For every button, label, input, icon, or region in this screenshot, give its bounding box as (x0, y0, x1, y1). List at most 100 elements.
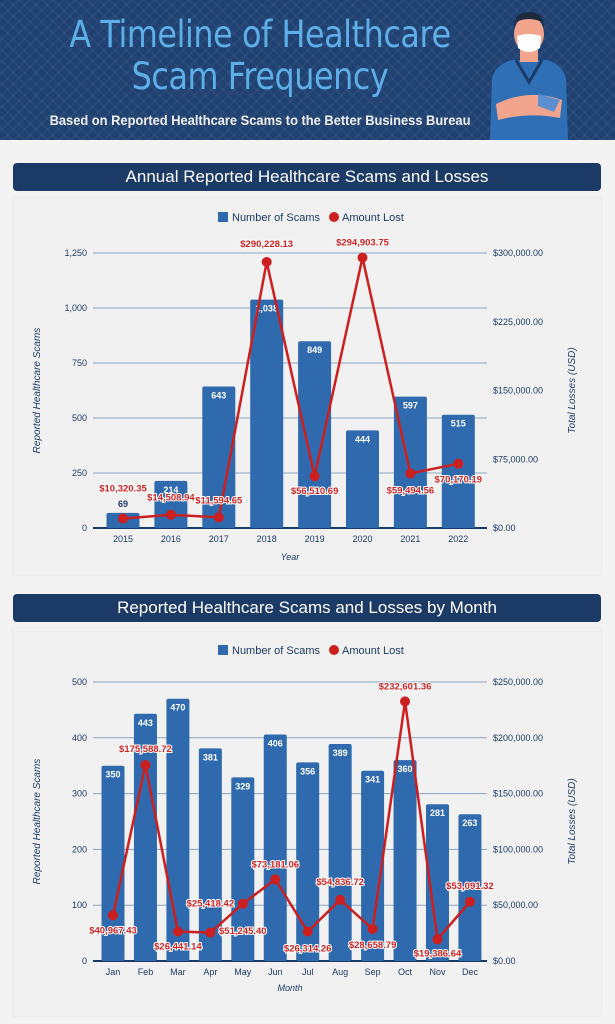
x-tick-label: 2018 (257, 534, 277, 544)
x-tick-label: 2017 (209, 534, 229, 544)
bar-2022 (441, 414, 475, 528)
y-right-tick-label: $0.00 (493, 523, 516, 533)
amount-label: $26,441.14 (154, 941, 202, 952)
legend-label-scams: Number of Scams (232, 212, 321, 224)
amount-label: $25,418.42 (187, 899, 235, 910)
legend-bar-swatch (218, 645, 228, 655)
bar-2017 (202, 386, 236, 528)
y-tick-label: 300 (72, 789, 87, 799)
y-tick-label: 250 (72, 468, 87, 478)
x-axis-title: Month (277, 983, 302, 993)
x-tick-label: 2021 (400, 534, 420, 544)
amount-label: $70,170.19 (435, 475, 483, 486)
amount-point-Jan (108, 910, 118, 921)
x-tick-label: Aug (332, 967, 348, 977)
amount-label: $40,967.43 (89, 925, 137, 936)
y-tick-label: 100 (72, 900, 87, 910)
legend-label-amount: Amount Lost (342, 645, 404, 657)
y-right-tick-label: $200,000.00 (493, 733, 543, 743)
bar-Oct (393, 760, 417, 961)
x-tick-label: May (234, 967, 252, 977)
legend-label-scams: Number of Scams (232, 645, 321, 657)
bar-value-label: 515 (451, 419, 466, 429)
page-subtitle: Based on Reported Healthcare Scams to th… (49, 112, 471, 128)
amount-label: $14,508.94 (147, 493, 195, 504)
bar-2018 (250, 299, 284, 528)
title-line-1: A Timeline of Healthcare (69, 13, 451, 56)
amount-label: $11,594.65 (195, 495, 243, 506)
amount-point-Nov (432, 934, 443, 945)
y-tick-label: 1,250 (64, 248, 87, 258)
amount-label: $294,903.75 (336, 238, 390, 249)
bar-value-label: 389 (333, 748, 348, 758)
y-tick-label: 0 (82, 956, 87, 966)
legend-line-swatch (329, 645, 339, 655)
amount-label: $59,494.56 (387, 485, 435, 496)
y-axis-title: Reported Healthcare Scams (32, 759, 43, 885)
y-right-tick-label: $300,000.00 (493, 248, 543, 258)
x-tick-label: Apr (203, 967, 217, 977)
amount-point-Sep (367, 924, 378, 935)
bar-value-label: 1,038 (255, 304, 278, 314)
y-right-tick-label: $0.00 (493, 956, 516, 966)
bar-value-label: 350 (105, 770, 120, 780)
amount-label: $232,601.36 (379, 681, 432, 692)
bar-value-label: 470 (170, 703, 185, 713)
amount-point-2017 (213, 512, 224, 523)
y-right-axis-title: Total Losses (USD) (567, 347, 578, 433)
bar-2021 (393, 396, 427, 528)
amount-point-Aug (335, 894, 346, 905)
y-right-tick-label: $100,000.00 (493, 844, 543, 854)
bar-value-label: 69 (118, 499, 128, 509)
amount-point-2018 (261, 256, 272, 267)
amount-point-2021 (405, 468, 416, 479)
bar-May (231, 777, 255, 961)
y-right-tick-label: $250,000.00 (493, 677, 543, 687)
bar-Mar (166, 698, 190, 961)
amount-point-May (237, 898, 248, 909)
amount-point-Apr (205, 927, 216, 938)
amount-label: $51,245.40 (219, 926, 267, 937)
x-tick-label: 2019 (305, 534, 325, 544)
y-right-tick-label: $50,000.00 (493, 900, 538, 910)
bar-value-label: 341 (365, 775, 380, 785)
y-tick-label: 1,000 (64, 303, 87, 313)
amount-point-Feb (140, 760, 151, 771)
y-right-axis-title: Total Losses (USD) (567, 778, 578, 864)
x-tick-label: 2022 (448, 534, 468, 544)
amount-label: $10,320.35 (99, 484, 147, 495)
x-tick-label: 2016 (161, 534, 181, 544)
amount-point-Mar (172, 926, 183, 937)
bar-value-label: 356 (300, 766, 315, 776)
section-title-monthly: Reported Healthcare Scams and Losses by … (13, 594, 601, 622)
amount-lost-line (111, 701, 471, 943)
amount-label: $54,836.72 (316, 877, 364, 888)
amount-lost-line (122, 257, 459, 520)
bar-value-label: 849 (307, 345, 322, 355)
x-tick-label: Nov (429, 967, 446, 977)
amount-label: $73,181.06 (251, 859, 299, 870)
amount-label: $28,658.79 (349, 940, 397, 951)
bar-value-label: 643 (211, 391, 226, 401)
bar-value-label: 443 (138, 718, 153, 728)
y-tick-label: 750 (72, 358, 87, 368)
x-tick-label: Dec (462, 967, 479, 977)
amount-point-Dec (464, 896, 475, 907)
amount-point-2019 (309, 471, 320, 482)
x-tick-label: Oct (398, 967, 413, 977)
y-tick-label: 0 (82, 523, 87, 533)
amount-point-Oct (400, 696, 411, 707)
x-tick-label: Sep (365, 967, 381, 977)
amount-label: $53,091.32 (446, 881, 494, 892)
nurse-illustration-icon (490, 12, 568, 140)
bar-2019 (298, 341, 332, 528)
amount-label: $56,510.69 (291, 486, 339, 497)
bar-Feb (133, 713, 157, 961)
x-tick-label: Jun (268, 967, 283, 977)
y-tick-label: 400 (72, 733, 87, 743)
y-tick-label: 200 (72, 844, 87, 854)
amount-point-2022 (453, 458, 464, 469)
amount-label: $175,588.72 (119, 744, 172, 755)
y-right-tick-label: $225,000.00 (493, 317, 543, 327)
